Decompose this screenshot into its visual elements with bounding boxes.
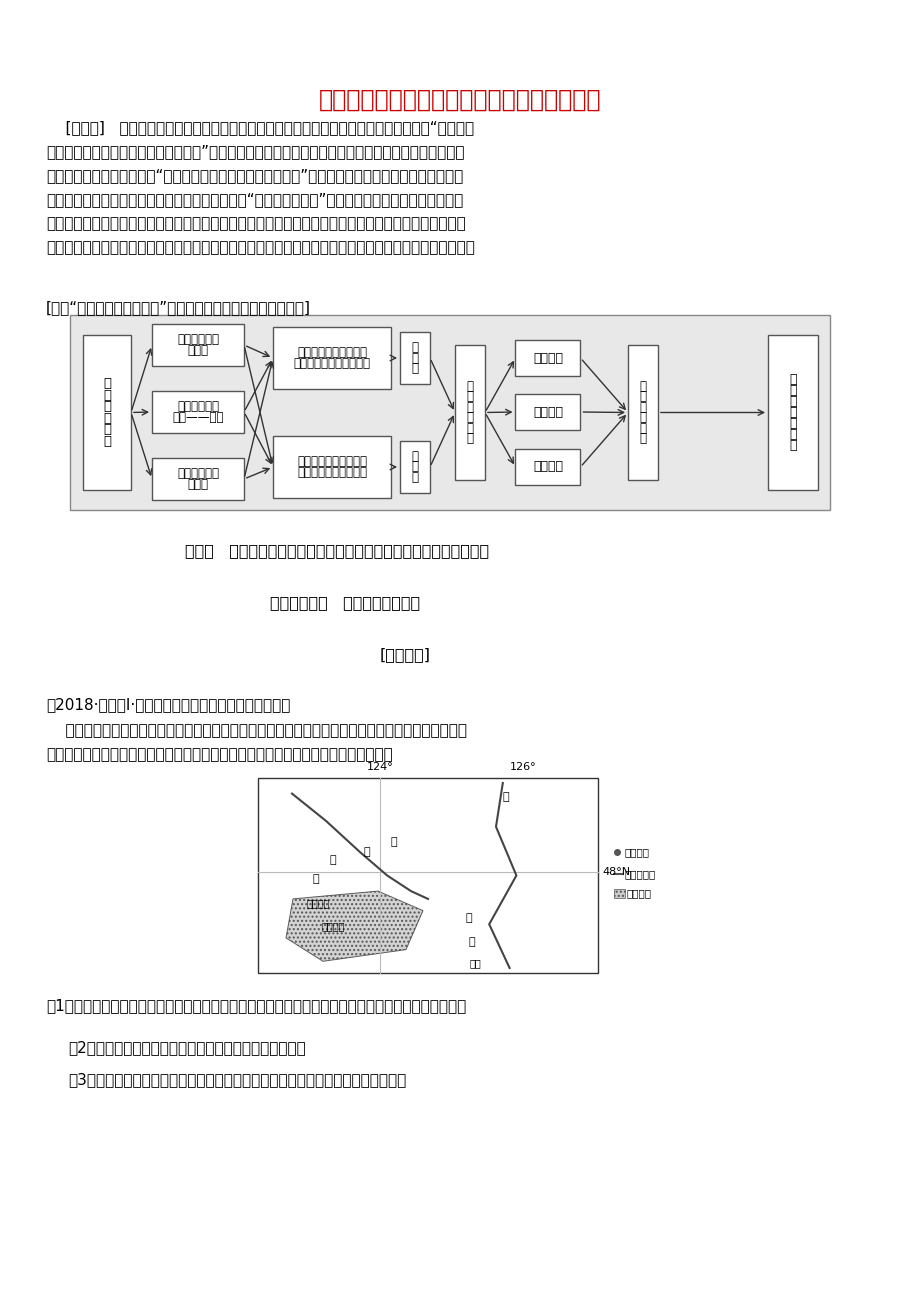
FancyBboxPatch shape [400, 332, 429, 384]
Text: 因时制宜: 因时制宜 [532, 405, 562, 418]
Text: 知识点（一）   地理环境的整体性: 知识点（一） 地理环境的整体性 [269, 595, 420, 611]
Text: （2）指出未来扎龙湿地水中含盐量的变化，并说明原因。: （2）指出未来扎龙湿地水中含盐量的变化，并说明原因。 [68, 1040, 305, 1055]
FancyBboxPatch shape [515, 340, 580, 376]
Text: 差: 差 [411, 450, 418, 464]
FancyBboxPatch shape [613, 889, 624, 898]
Text: 齐齐哈尔: 齐齐哈尔 [306, 898, 329, 907]
Text: 主要城市: 主要城市 [624, 848, 650, 857]
Text: 肯: 肯 [469, 937, 475, 947]
Text: 关: 关 [639, 422, 646, 435]
Text: 乌裕尔河原为嫩江的支流。受嫩江西移、泥沙沉积等影响，乌裕尔河下游排水受阻，成为内流河。河: 乌裕尔河原为嫩江的支流。受嫩江西移、泥沙沉积等影响，乌裕尔河下游排水受阻，成为内… [46, 723, 467, 738]
Text: （3）有人建议，通过工程措施恢复乌裕尔河为外流河。你是否同意，并说明理由。: （3）有人建议，通过工程措施恢复乌裕尔河为外流河。你是否同意，并说明理由。 [68, 1072, 406, 1087]
Text: 评价的真实行为。考生在分析问题时，要综合运用“整体性与差异性”这一学科思维来看待问题。站在地: 评价的真实行为。考生在分析问题时，要综合运用“整体性与差异性”这一学科思维来看待… [46, 191, 463, 207]
Text: 地理环境各要素相互联: 地理环境各要素相互联 [297, 346, 367, 359]
FancyBboxPatch shape [515, 449, 580, 486]
Text: 因地制宜: 因地制宜 [532, 352, 562, 365]
Text: 基础的自然环: 基础的自然环 [176, 333, 219, 346]
Text: 及其组合特点各不相同: 及其组合特点各不相同 [297, 466, 367, 479]
Text: [编者按]   通过对全国卷地理试题的研究发现，高考题常以人地关系为主线展开问题，从“地对人的: [编者按] 通过对全国卷地理试题的研究发现，高考题常以人地关系为主线展开问题，从… [46, 120, 473, 135]
Text: 异: 异 [411, 461, 418, 474]
Text: 地: 地 [639, 411, 646, 424]
Text: 则: 则 [466, 432, 473, 445]
Text: 要素——人口: 要素——人口 [172, 410, 223, 423]
Text: 124°: 124° [367, 762, 393, 772]
Text: 性: 性 [411, 362, 418, 375]
Text: 协: 协 [639, 380, 646, 393]
FancyBboxPatch shape [83, 335, 130, 490]
Text: 人: 人 [466, 380, 473, 393]
FancyBboxPatch shape [273, 327, 391, 389]
Text: 体: 体 [411, 352, 418, 365]
Text: 境要素: 境要素 [187, 344, 209, 357]
Text: 原: 原 [466, 422, 473, 435]
Text: 域: 域 [103, 389, 111, 402]
Text: 统筹兼顾: 统筹兼顾 [532, 461, 562, 474]
Text: 嫩: 嫩 [329, 855, 335, 865]
Text: 视角一   运用整体性与差异性思维，着眼于自然地理环境，看环境变迁: 视角一 运用整体性与差异性思维，着眼于自然地理环境，看环境变迁 [185, 543, 489, 559]
FancyBboxPatch shape [152, 391, 244, 434]
Text: 可: 可 [789, 395, 796, 408]
Text: 性: 性 [411, 471, 418, 484]
Text: 人: 人 [639, 401, 646, 414]
Text: [图解“整体性与差异性思维”在分析人地关系问题中的指导作用]: [图解“整体性与差异性思维”在分析人地关系问题中的指导作用] [46, 299, 311, 315]
Text: 扎龙湿地: 扎龙湿地 [321, 922, 345, 931]
FancyBboxPatch shape [400, 441, 429, 493]
Text: （1）分析从乌裕尔河成为内流河至扎龙湿地面积稳定，乌裕尔河流域降水量、蒸发量数量关系的变化。: （1）分析从乌裕尔河成为内流河至扎龙湿地面积稳定，乌裕尔河流域降水量、蒸发量数量… [46, 999, 466, 1013]
Text: 通: 通 [465, 914, 471, 923]
FancyBboxPatch shape [767, 335, 817, 490]
Text: 河流、湖泊: 河流、湖泊 [624, 870, 655, 879]
Text: 调: 调 [639, 391, 646, 404]
FancyBboxPatch shape [152, 458, 244, 500]
Text: 分析得更具针对性和可操作性。在分析人类活动时，疏漏整体性和差异性任何一方面，分析就会有所偏颉。: 分析得更具针对性和可操作性。在分析人类活动时，疏漏整体性和差异性任何一方面，分析… [46, 240, 474, 255]
FancyBboxPatch shape [455, 345, 484, 480]
Text: 裕: 裕 [391, 837, 397, 848]
Text: 展: 展 [789, 439, 796, 452]
FancyBboxPatch shape [628, 345, 657, 480]
Text: 续: 续 [789, 417, 796, 430]
Text: 县河: 县河 [470, 958, 481, 969]
Text: 48°N: 48°N [601, 867, 630, 876]
Text: 河: 河 [503, 793, 509, 802]
FancyBboxPatch shape [515, 395, 580, 430]
Text: 持: 持 [789, 406, 796, 419]
Text: 中自然流露的价值取向，把“因地制宜、人地协调、可持续发展”的核心价值转化为看得见、触得着、可: 中自然流露的价值取向，把“因地制宜、人地协调、可持续发展”的核心价值转化为看得见… [46, 168, 463, 184]
Text: 126°: 126° [509, 762, 536, 772]
Text: 地: 地 [103, 400, 111, 413]
Text: 沼泽湿地: 沼泽湿地 [627, 888, 652, 898]
Text: 域: 域 [789, 384, 796, 397]
Text: 运用整体性与差异性思维，统筹分析人类活动: 运用整体性与差异性思维，统筹分析人类活动 [318, 89, 601, 112]
FancyBboxPatch shape [273, 436, 391, 497]
Text: [典题示例]: [典题示例] [380, 647, 430, 661]
Text: 理环境的整体性这一角度分析问题，才能分析得更全，更有深度；站在个案的差异性角度分析问题，才能: 理环境的整体性这一角度分析问题，才能分析得更全，更有深度；站在个案的差异性角度分… [46, 216, 465, 230]
Text: 区: 区 [789, 372, 796, 385]
Text: 境: 境 [103, 435, 111, 448]
Text: （2018·全国卷Ⅰ·节选）阅读图文资料，完成下列要求。: （2018·全国卷Ⅰ·节选）阅读图文资料，完成下列要求。 [46, 697, 290, 712]
Text: 整: 整 [411, 341, 418, 354]
Text: 理: 理 [103, 411, 111, 424]
FancyBboxPatch shape [257, 779, 597, 973]
Text: 最活跃的环境: 最活跃的环境 [176, 400, 219, 413]
Text: 乌: 乌 [363, 848, 369, 857]
Text: 主要的人文环: 主要的人文环 [176, 467, 219, 480]
Text: 动: 动 [466, 411, 473, 424]
Text: 系、相互影响、相互制约: 系、相互影响、相互制约 [293, 357, 370, 370]
Text: 类: 类 [466, 391, 473, 404]
Text: 区域间各地理要素分布: 区域间各地理要素分布 [297, 456, 367, 469]
Text: 水泻滥，最终形成面积相对稳定的扎龙湿地（如图）。扎龙湿地面积广大，积水较浅。: 水泻滥，最终形成面积相对稳定的扎龙湿地（如图）。扎龙湿地面积广大，积水较浅。 [46, 747, 392, 762]
FancyBboxPatch shape [152, 324, 244, 366]
FancyBboxPatch shape [70, 315, 829, 510]
Text: 江: 江 [312, 875, 319, 884]
Text: 环: 环 [103, 423, 111, 436]
Text: 发: 发 [789, 428, 796, 441]
Text: 系: 系 [639, 432, 646, 445]
Text: 区: 区 [103, 378, 111, 391]
Text: 活: 活 [466, 401, 473, 414]
Text: 境要素: 境要素 [187, 478, 209, 491]
Polygon shape [286, 891, 423, 961]
Text: 影响、人对地的影响、人与地如何协调”的角度考查考生对各种人地关系现象的评价，通过考生解答问题: 影响、人对地的影响、人与地如何协调”的角度考查考生对各种人地关系现象的评价，通过… [46, 145, 464, 159]
